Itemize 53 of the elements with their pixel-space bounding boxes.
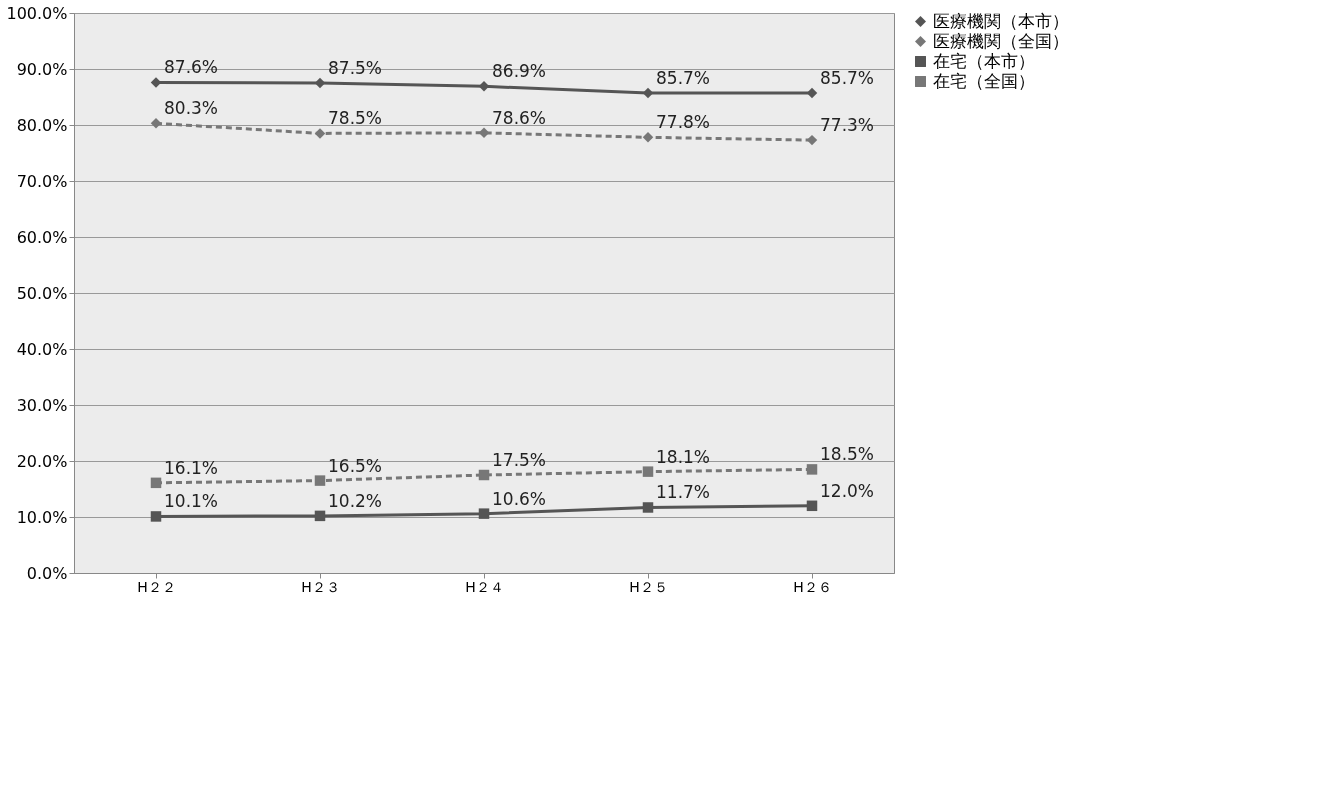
point (314, 475, 326, 486)
point (150, 477, 162, 489)
point (806, 464, 818, 475)
y-tick-label: 50.0% (16, 283, 68, 303)
data-label: 16.1% (164, 457, 219, 478)
x-tick-label: H２５ (629, 578, 668, 595)
y-tick-label: 100.0% (6, 3, 68, 23)
y-tick-label: 30.0% (16, 395, 68, 415)
data-label: 18.5% (820, 444, 875, 465)
y-tick-label: 40.0% (16, 339, 68, 359)
y-tick-label: 10.0% (16, 507, 68, 527)
data-label: 16.5% (328, 455, 383, 476)
point (478, 508, 490, 519)
data-label: 78.6% (492, 107, 547, 128)
data-label: 11.7% (656, 482, 711, 503)
x-tick-label: H２４ (465, 578, 504, 595)
legend-label: 在宅（本市） (933, 50, 1035, 71)
y-tick-label: 0.0% (26, 563, 68, 583)
y-tick-label: 60.0% (16, 227, 68, 247)
data-label: 87.5% (328, 58, 383, 78)
legend-label: 医療機関（全国） (933, 30, 1069, 51)
point (642, 132, 654, 143)
data-label: 10.2% (328, 490, 383, 511)
point (478, 469, 490, 481)
x-tick-label: H２３ (301, 578, 340, 595)
data-label: 10.6% (492, 488, 547, 509)
data-label: 77.8% (656, 112, 711, 133)
point (642, 502, 654, 513)
point (806, 500, 818, 512)
data-label: 17.5% (492, 450, 547, 470)
point (314, 128, 326, 139)
y-tick-label: 20.0% (16, 451, 68, 471)
legend-label: 在宅（全国） (933, 70, 1035, 91)
data-label: 87.6% (164, 57, 219, 78)
x-tick-label: H２６ (793, 578, 832, 595)
data-label: 80.3% (164, 98, 219, 119)
data-label: 18.1% (656, 446, 711, 467)
data-label: 10.1% (164, 491, 219, 512)
point (150, 511, 162, 522)
y-tick-label: 70.0% (16, 171, 68, 191)
y-tick-label: 80.0% (16, 115, 68, 135)
point (150, 118, 162, 129)
data-label: 77.3% (820, 115, 875, 136)
data-label: 78.5% (328, 108, 383, 129)
data-label: 85.7% (820, 68, 875, 89)
data-label: 86.9% (492, 61, 547, 82)
data-label: 12.0% (820, 480, 875, 501)
point (642, 466, 654, 477)
y-tick-label: 90.0% (16, 59, 68, 79)
data-label: 85.7% (656, 68, 711, 89)
legend-label: 医療機関（本市） (933, 10, 1069, 31)
x-tick-label: H２２ (137, 578, 176, 595)
point (314, 510, 326, 522)
